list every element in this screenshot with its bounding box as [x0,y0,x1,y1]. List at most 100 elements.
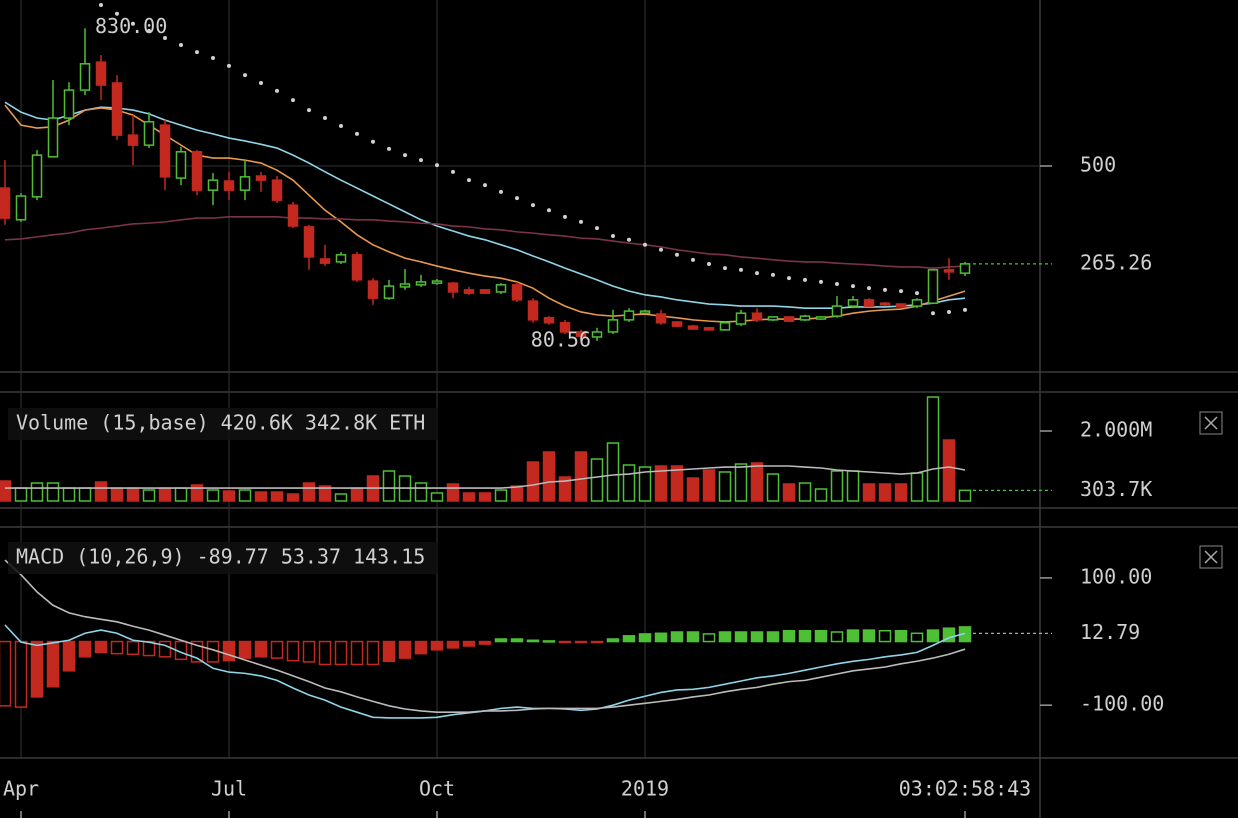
candle-body [639,310,651,314]
histogram-bar [574,640,588,644]
candle-body [767,316,779,321]
volume-bar [926,396,940,502]
candle-body [319,258,331,264]
histogram-bar [190,640,204,663]
histogram-bar [702,633,716,643]
sar-dot [275,88,279,93]
sar-dot [195,50,199,55]
candle-body [479,289,491,294]
histogram-bar [334,640,348,666]
x-tick-label: 2019 [621,777,669,801]
volume-bar [94,481,108,502]
histogram-bar [366,640,380,666]
candle-body [175,151,187,179]
sar-dot [579,219,583,224]
histogram-bar [814,629,828,643]
histogram-bar [254,640,268,658]
volume-bar [430,492,444,502]
volume-bar [462,492,476,502]
volume-bar [78,487,92,502]
candle-body [815,316,827,320]
sar-dot [307,108,311,113]
histogram-bar [414,640,428,655]
histogram-bar [622,635,636,643]
volume-bar [174,487,188,502]
histogram-bar [686,631,700,643]
volume-bar [766,473,780,502]
sar-dot [355,131,359,136]
volume-bar [414,482,428,502]
sar-dot [883,287,887,292]
volume-bar [526,461,540,502]
candle-body [911,299,923,307]
histogram-bar [830,631,844,643]
volume-bar [638,466,652,502]
sar-dot [99,3,103,8]
histogram-bar [238,640,252,659]
volume-bar [894,483,908,502]
candle-body [863,299,875,307]
volume-bar [478,492,492,502]
volume-bar [382,470,396,502]
histogram-bar [542,640,556,643]
volume-bar [622,464,636,502]
countdown-label: 03:02:58:43 [899,777,1031,801]
candle-body [223,180,235,191]
close-box[interactable] [1199,545,1223,569]
legend-background [8,408,438,440]
volume-bar [798,482,812,502]
volume-bar [718,471,732,502]
sar-dot [739,267,743,272]
candle-body [575,331,587,337]
histogram-bar [862,629,876,643]
histogram-bar [718,631,732,643]
sar-dot [339,123,343,128]
close-icon[interactable] [1204,550,1218,564]
sar-dot [899,289,903,294]
histogram-bar [942,627,956,643]
legend-text: Volume (15,base) [16,411,209,435]
candle-body [655,313,667,324]
sar-dot [867,286,871,291]
sar-dot [819,279,823,284]
volume-bar [830,470,844,502]
candle-body [447,282,459,293]
legend-text: 420.6K [221,411,293,435]
close-box[interactable] [1199,411,1223,435]
candle-body [127,134,139,146]
low-label: 80.56 [531,327,591,351]
close-button[interactable] [1199,545,1223,569]
sar-dot [803,277,807,282]
candle-body [271,179,283,201]
sar-dot [147,28,151,33]
legend-text: 143.15 [353,545,425,569]
sar-dot [163,35,167,40]
sar-dot [515,196,519,201]
sar-dot [387,146,391,151]
sar-dot [435,163,439,168]
candle-body [783,316,795,322]
candle-body [15,195,27,221]
volume-bar [302,482,316,502]
sar-dot [611,234,615,239]
sar-dot [787,276,791,281]
histogram-bar [158,640,172,658]
close-icon[interactable] [1204,416,1218,430]
candle-body [303,226,315,258]
volume-bar [686,477,700,502]
sar-dot [323,116,327,121]
volume-bar [222,490,236,502]
volume-bar [814,488,828,502]
histogram-bar [302,640,316,663]
candle-body [335,254,347,263]
candle-body [351,254,363,281]
volume-bar [14,487,28,502]
close-button[interactable] [1199,411,1223,435]
volume-bar [334,493,348,502]
histogram-bar [638,633,652,643]
y-tick-label: -100.00 [1080,692,1164,716]
histogram-bar [590,640,604,644]
volume-bar [750,462,764,502]
volume-bar [542,451,556,502]
candle-body [159,124,171,178]
